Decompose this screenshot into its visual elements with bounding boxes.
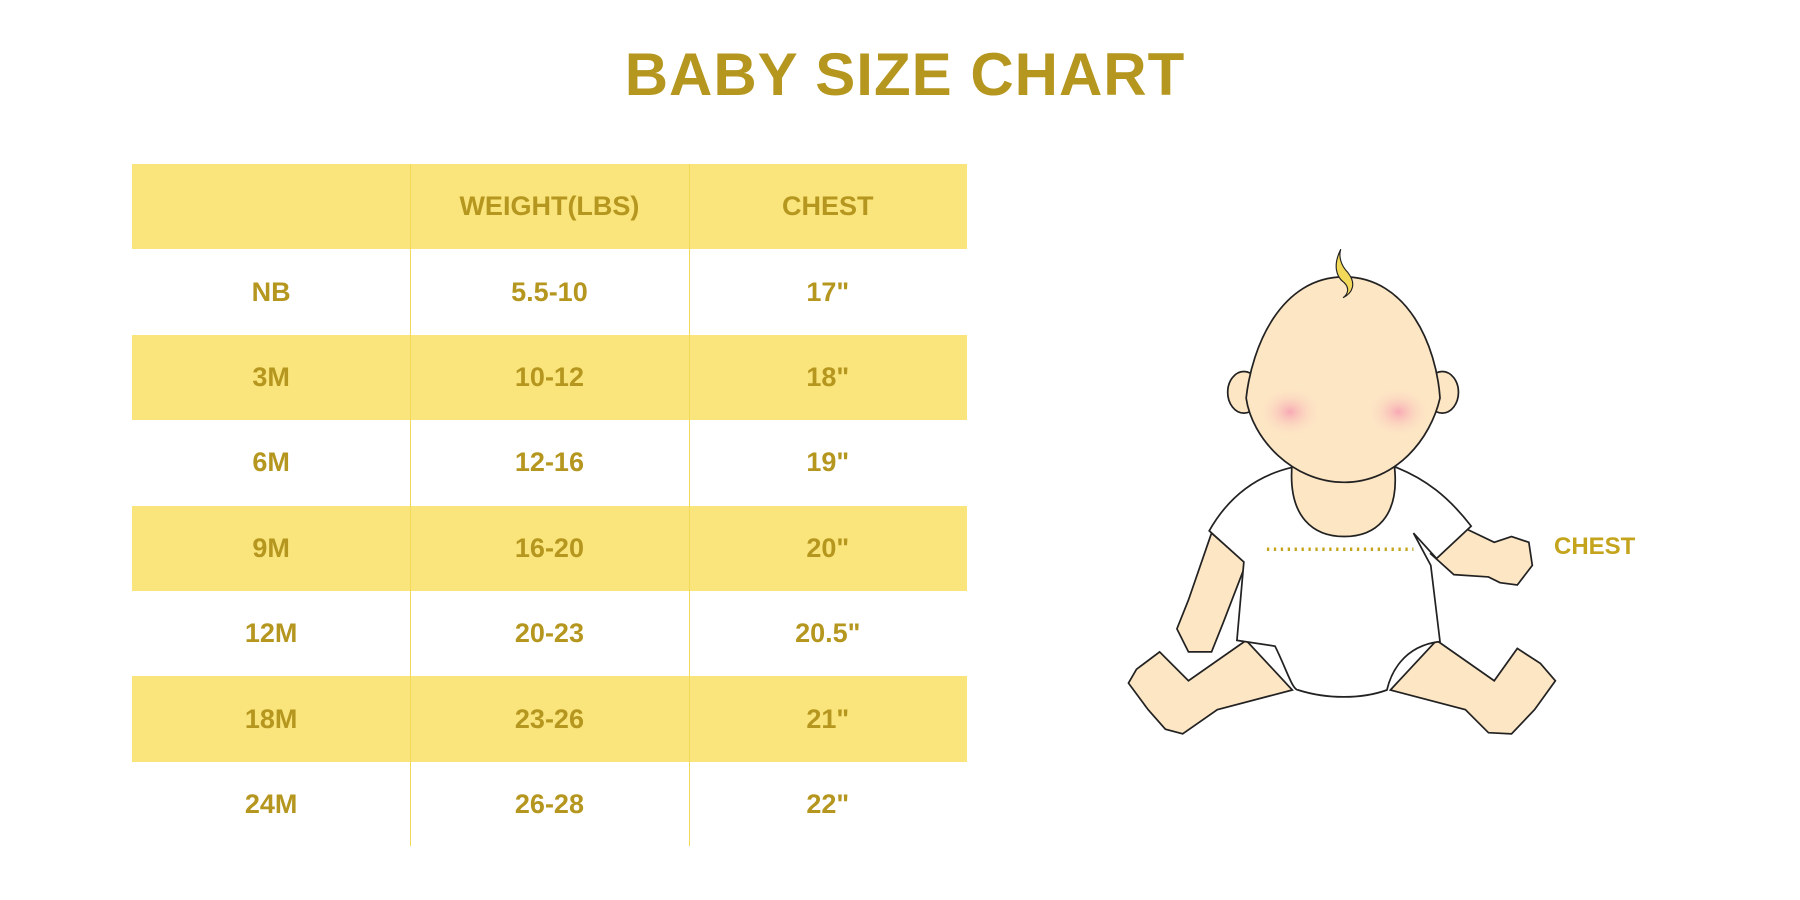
size-cell: 24M xyxy=(244,788,298,819)
table-row: 9M 16-20 20" xyxy=(132,505,967,591)
size-cell: 12M xyxy=(244,618,298,649)
weight-cell: 23-26 xyxy=(514,703,584,734)
table-row: 24M 26-28 22" xyxy=(132,762,967,847)
size-table: WEIGHT(LBS) CHEST NB 5.5-10 17" 3M 10-12… xyxy=(132,164,967,847)
weight-cell: 5.5-10 xyxy=(511,276,588,307)
column-divider xyxy=(410,164,411,846)
chest-cell: 19" xyxy=(806,447,850,478)
table-row: 6M 12-16 19" xyxy=(132,420,967,505)
chest-cell: 17" xyxy=(806,276,850,307)
size-cell: 6M xyxy=(252,447,290,478)
size-cell: 18M xyxy=(244,703,298,734)
chest-cell: 20.5" xyxy=(795,618,861,649)
chest-cell: 18" xyxy=(806,361,850,392)
chest-cell: 20" xyxy=(806,532,850,563)
weight-cell: 26-28 xyxy=(514,788,584,819)
hair-curl xyxy=(1335,248,1354,299)
baby-figure xyxy=(1127,276,1557,735)
weight-cell: 20-23 xyxy=(514,618,584,649)
chest-cell: 21" xyxy=(806,703,850,734)
size-cell: 9M xyxy=(252,532,290,563)
header-weight: WEIGHT(LBS) xyxy=(459,191,640,222)
page-title: BABY SIZE CHART xyxy=(624,41,1186,108)
table-header-row: WEIGHT(LBS) CHEST xyxy=(132,164,967,250)
weight-cell: 12-16 xyxy=(514,447,584,478)
table-row: 3M 10-12 18" xyxy=(132,334,967,421)
chest-cell: 22" xyxy=(806,788,850,819)
size-cell: 3M xyxy=(252,361,290,392)
table-row: 12M 20-23 20.5" xyxy=(132,591,967,676)
column-divider xyxy=(689,164,690,846)
cheek-blush xyxy=(1366,386,1431,438)
chest-label: CHEST xyxy=(1554,533,1636,560)
header-chest: CHEST xyxy=(781,191,874,222)
table-row: 18M 23-26 21" xyxy=(132,676,967,762)
weight-cell: 16-20 xyxy=(514,532,584,563)
table-row: NB 5.5-10 17" xyxy=(132,249,967,334)
weight-cell: 10-12 xyxy=(514,361,584,392)
size-cell: NB xyxy=(251,276,291,307)
cheek-blush xyxy=(1257,386,1323,438)
